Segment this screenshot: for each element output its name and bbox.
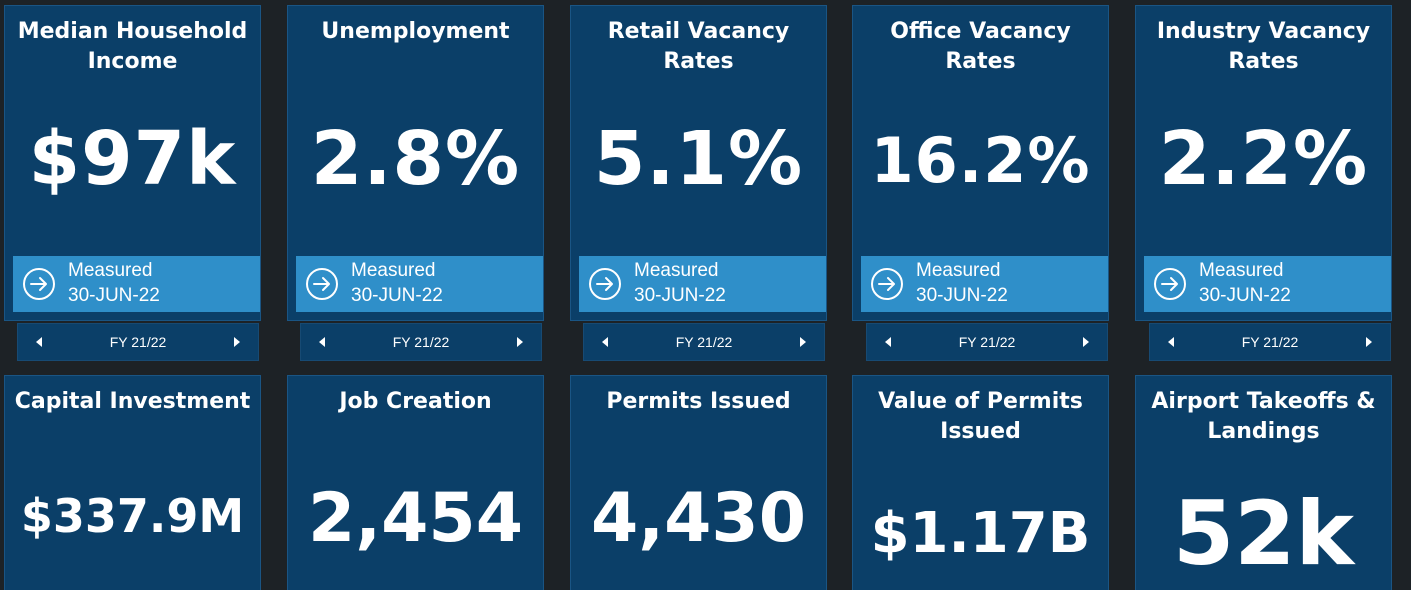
indicator-card-airport-takeoffs-landings: Airport Takeoffs & Landings 52k bbox=[1135, 375, 1392, 590]
card-value: 2.2% bbox=[1158, 116, 1369, 202]
period-label: FY 21/22 bbox=[109, 334, 167, 350]
period-label: FY 21/22 bbox=[958, 334, 1016, 350]
measured-label: Measured bbox=[634, 260, 719, 281]
card-title: Permits Issued bbox=[606, 389, 791, 414]
measured-banner[interactable]: Measured 30-JUN-22 bbox=[1144, 256, 1391, 312]
card-title: Capital Investment bbox=[14, 389, 251, 414]
arrow-right-circle-icon bbox=[23, 268, 55, 300]
caret-right-icon[interactable] bbox=[794, 334, 810, 350]
measured-label: Measured bbox=[68, 260, 153, 281]
period-label: FY 21/22 bbox=[392, 334, 450, 350]
indicator-card-value-of-permits: Value of Permits Issued $1.17B bbox=[852, 375, 1109, 590]
arrow-right-circle-icon bbox=[871, 268, 903, 300]
measured-label: Measured bbox=[916, 260, 1001, 281]
indicator-card-retail-vacancy: Retail Vacancy Rates 5.1% Measured 30-JU… bbox=[570, 5, 827, 321]
card-title: Office Vacancy Rates bbox=[890, 19, 1071, 74]
card-value: $337.9M bbox=[20, 489, 245, 543]
measured-date: 30-JUN-22 bbox=[916, 285, 1008, 306]
card-title: Job Creation bbox=[339, 389, 492, 414]
caret-right-icon[interactable] bbox=[1360, 334, 1376, 350]
period-pager: FY 21/22 bbox=[1149, 323, 1391, 361]
period-label: FY 21/22 bbox=[675, 334, 733, 350]
measured-date: 30-JUN-22 bbox=[1199, 285, 1291, 306]
card-value: $97k bbox=[28, 116, 237, 202]
measured-banner[interactable]: Measured 30-JUN-22 bbox=[579, 256, 826, 312]
card-title: Unemployment bbox=[321, 19, 510, 44]
arrow-right-circle-icon bbox=[1154, 268, 1186, 300]
measured-label: Measured bbox=[351, 260, 436, 281]
indicator-card-job-creation: Job Creation 2,454 bbox=[287, 375, 544, 590]
card-value: 52k bbox=[1173, 482, 1354, 585]
period-label: FY 21/22 bbox=[1241, 334, 1299, 350]
card-title: Retail Vacancy Rates bbox=[607, 19, 790, 74]
card-value: 2,454 bbox=[307, 479, 524, 558]
measured-label: Measured bbox=[1199, 260, 1284, 281]
period-pager: FY 21/22 bbox=[300, 323, 542, 361]
caret-left-icon[interactable] bbox=[315, 334, 331, 350]
card-value: 16.2% bbox=[870, 124, 1091, 197]
card-value: 5.1% bbox=[593, 116, 804, 202]
indicator-card-unemployment: Unemployment 2.8% Measured 30-JUN-22 bbox=[287, 5, 544, 321]
period-pager: FY 21/22 bbox=[17, 323, 259, 361]
caret-right-icon[interactable] bbox=[228, 334, 244, 350]
arrow-right-circle-icon bbox=[589, 268, 621, 300]
arrow-right-circle-icon bbox=[306, 268, 338, 300]
measured-date: 30-JUN-22 bbox=[68, 285, 160, 306]
caret-left-icon[interactable] bbox=[598, 334, 614, 350]
card-title: Industry Vacancy Rates bbox=[1156, 19, 1371, 74]
indicator-card-median-household-income: Median Household Income $97k Measured 30… bbox=[4, 5, 261, 321]
card-title: Airport Takeoffs & Landings bbox=[1151, 389, 1376, 444]
caret-right-icon[interactable] bbox=[1077, 334, 1093, 350]
measured-banner[interactable]: Measured 30-JUN-22 bbox=[13, 256, 260, 312]
indicator-card-capital-investment: Capital Investment $337.9M bbox=[4, 375, 261, 590]
measured-date: 30-JUN-22 bbox=[634, 285, 726, 306]
period-pager: FY 21/22 bbox=[583, 323, 825, 361]
card-title: Median Household Income bbox=[17, 19, 248, 74]
period-pager: FY 21/22 bbox=[866, 323, 1108, 361]
card-title: Value of Permits Issued bbox=[878, 389, 1083, 444]
measured-date: 30-JUN-22 bbox=[351, 285, 443, 306]
caret-left-icon[interactable] bbox=[1164, 334, 1180, 350]
caret-left-icon[interactable] bbox=[881, 334, 897, 350]
caret-left-icon[interactable] bbox=[32, 334, 48, 350]
caret-right-icon[interactable] bbox=[511, 334, 527, 350]
card-value: $1.17B bbox=[870, 501, 1091, 566]
card-value: 2.8% bbox=[310, 116, 521, 202]
measured-banner[interactable]: Measured 30-JUN-22 bbox=[861, 256, 1108, 312]
indicator-card-permits-issued: Permits Issued 4,430 bbox=[570, 375, 827, 590]
indicator-card-industry-vacancy: Industry Vacancy Rates 2.2% Measured 30-… bbox=[1135, 5, 1392, 321]
card-value: 4,430 bbox=[590, 479, 807, 558]
measured-banner[interactable]: Measured 30-JUN-22 bbox=[296, 256, 543, 312]
indicator-card-office-vacancy: Office Vacancy Rates 16.2% Measured 30-J… bbox=[852, 5, 1109, 321]
